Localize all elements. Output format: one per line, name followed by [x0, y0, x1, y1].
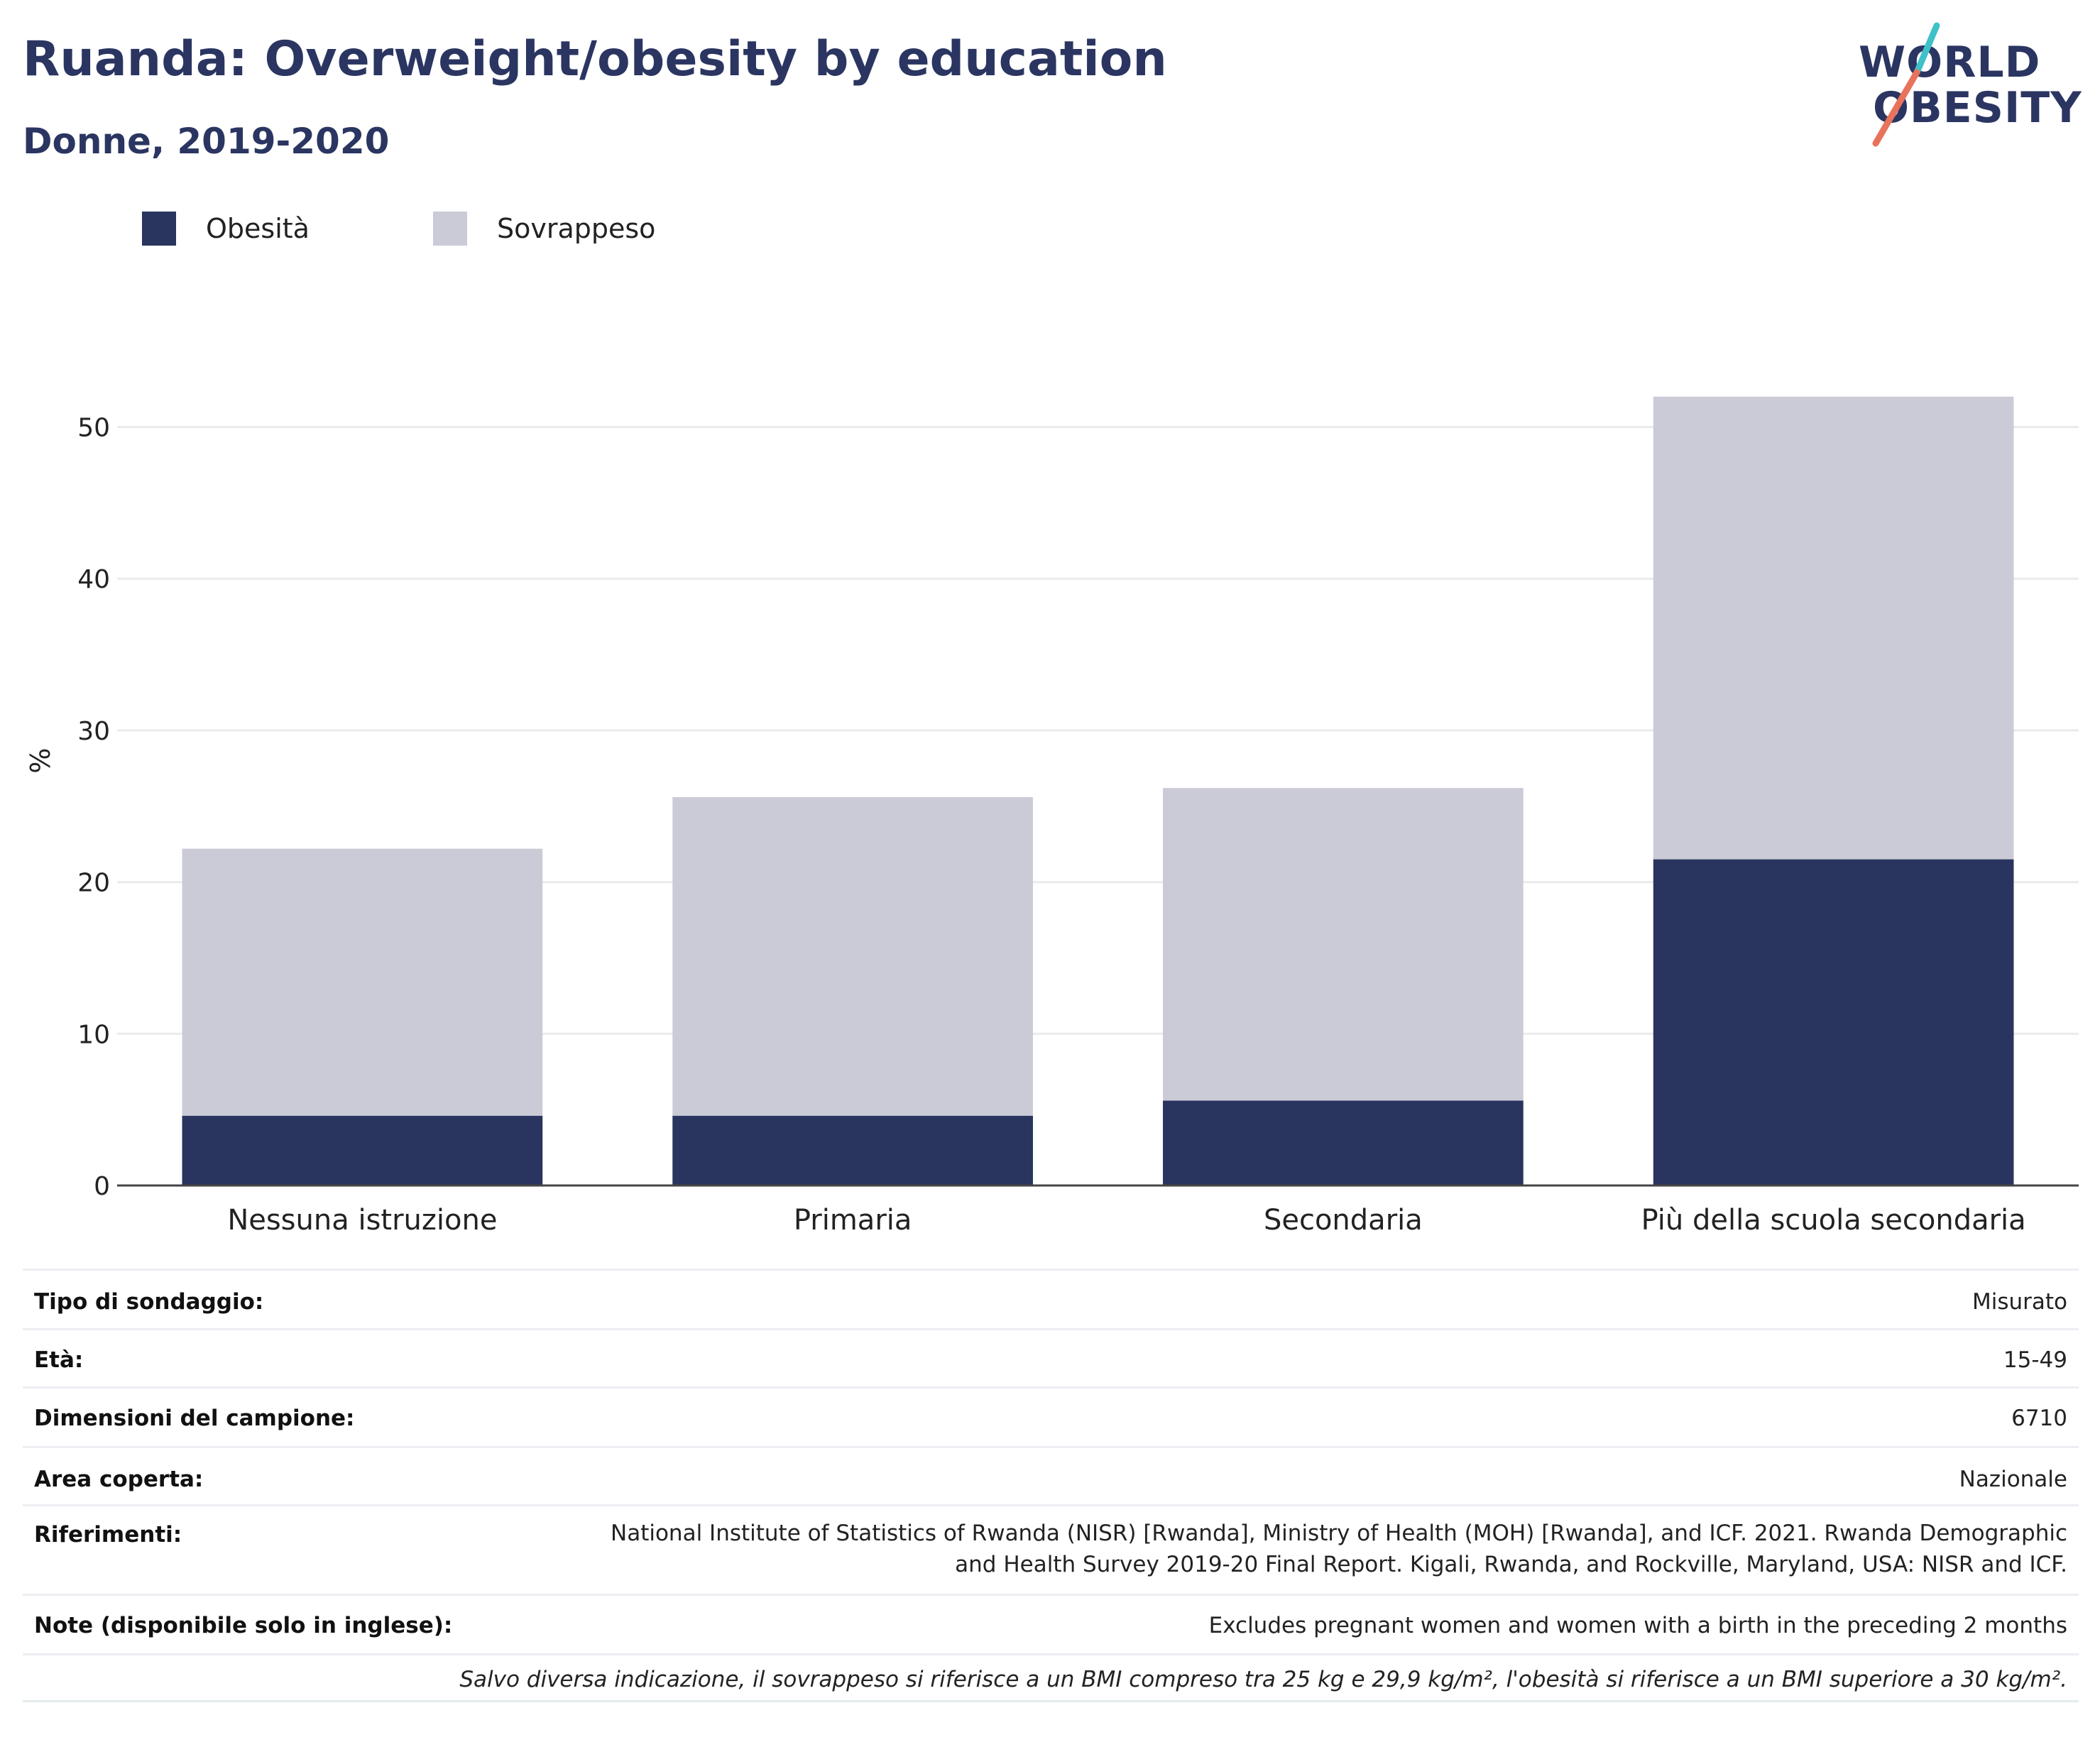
y-tick-label: 0 [94, 1172, 110, 1201]
logo-text-line1: WORLD [1859, 38, 2041, 87]
info-key-sample-size: Dimensioni del campione: [34, 1406, 355, 1431]
info-bottom-divider [23, 1700, 2079, 1702]
y-tick-label: 20 [77, 869, 110, 898]
y-tick-label: 30 [77, 717, 110, 746]
bar-obesity [1653, 859, 2014, 1185]
bar-overweight [182, 848, 543, 1116]
bar-obesity [1163, 1100, 1524, 1185]
info-row-survey-type: Tipo di sondaggio: Misurato [23, 1269, 2079, 1328]
y-axis-label: % [25, 748, 56, 774]
info-row-notes: Note (disponibile solo in inglese): Excl… [23, 1594, 2079, 1653]
info-value-sample-size: 6710 [2011, 1406, 2067, 1431]
bar-overweight [1163, 788, 1524, 1101]
legend-label-overweight: Sovrappeso [497, 213, 656, 244]
info-value-references-line2: and Health Survey 2019-20 Final Report. … [955, 1552, 2067, 1577]
y-tick-label: 40 [77, 565, 110, 594]
info-row-age: Età: 15-49 [23, 1328, 2079, 1386]
info-key-references: Riferimenti: [34, 1522, 182, 1548]
info-value-age: 15-49 [2003, 1347, 2067, 1373]
info-key-area: Area coperta: [34, 1467, 204, 1492]
bar-obesity [672, 1115, 1033, 1185]
bar-chart: 0 10 20 30 40 50% Nessuna istruzione Primaria Se… [25, 396, 2079, 1237]
info-row-area: Area coperta: Nazionale [23, 1446, 2079, 1504]
info-value-area: Nazionale [1959, 1467, 2067, 1492]
x-tick-label: Primaria [794, 1204, 912, 1237]
y-tick-label: 10 [77, 1020, 110, 1049]
legend-label-obesity: Obesità [206, 213, 310, 244]
x-tick-label: Nessuna istruzione [227, 1204, 497, 1237]
page-subtitle: Donne, 2019-2020 [23, 121, 390, 162]
y-tick-label: 50 [77, 414, 110, 443]
info-footnote: Salvo diversa indicazione, il sovrappeso… [459, 1667, 2067, 1692]
info-value-survey-type: Misurato [1972, 1289, 2067, 1315]
bar-overweight [1653, 396, 2014, 860]
info-row-sample-size: Dimensioni del campione: 6710 [23, 1386, 2079, 1446]
info-value-notes: Excludes pregnant women and women with a… [1208, 1613, 2067, 1638]
x-tick-label: Secondaria [1264, 1204, 1423, 1237]
page-title: Ruanda: Overweight/obesity by education [23, 31, 1167, 87]
legend-swatch-obesity [142, 212, 176, 246]
info-row-references: Riferimenti: National Institute of Stati… [23, 1504, 2079, 1594]
x-tick-label: Più della scuola secondaria [1641, 1204, 2026, 1237]
legend-swatch-overweight [433, 212, 467, 246]
bar-obesity [182, 1115, 543, 1185]
info-key-age: Età: [34, 1347, 84, 1373]
world-obesity-logo: WORLD OBESITY [1853, 21, 2087, 149]
survey-info-table: Tipo di sondaggio: Misurato Età: 15-49 D… [23, 1269, 2079, 1702]
info-key-notes: Note (disponibile solo in inglese): [34, 1613, 453, 1638]
info-key-survey-type: Tipo di sondaggio: [34, 1289, 264, 1315]
info-value-references-line1: National Institute of Statistics of Rwan… [611, 1521, 2067, 1546]
info-row-footnote: Salvo diversa indicazione, il sovrappeso… [23, 1653, 2079, 1700]
bar-overweight [672, 796, 1033, 1116]
info-value-references: National Institute of Statistics of Rwan… [611, 1518, 2067, 1580]
logo-slash-icon [1872, 22, 1940, 147]
